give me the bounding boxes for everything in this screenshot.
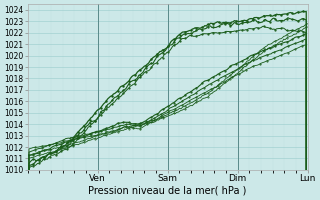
X-axis label: Pression niveau de la mer( hPa ): Pression niveau de la mer( hPa ) bbox=[88, 186, 247, 196]
